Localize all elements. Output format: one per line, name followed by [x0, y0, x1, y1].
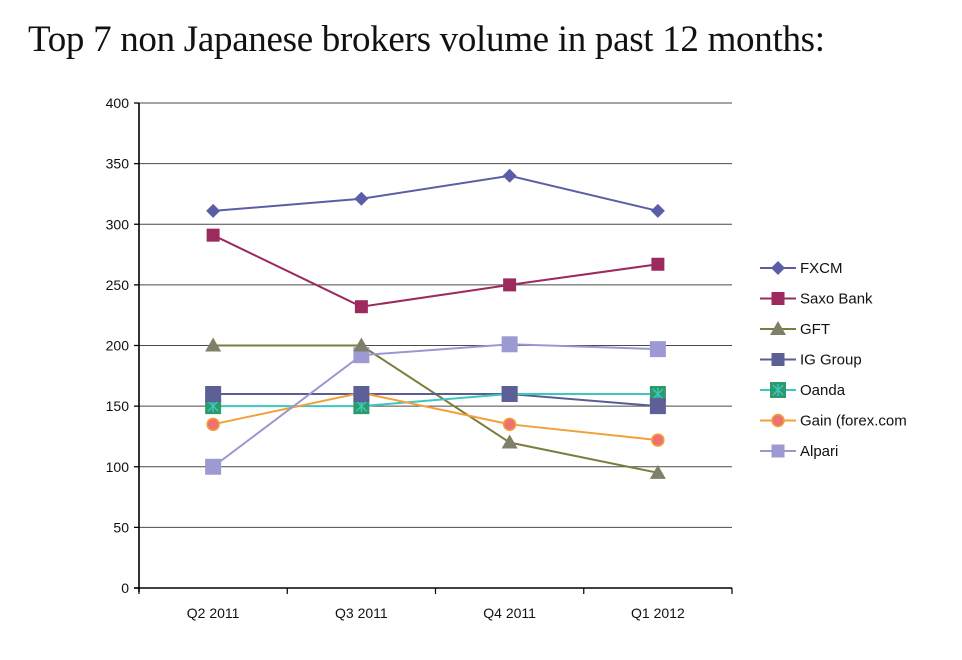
legend-marker — [770, 321, 786, 335]
data-point — [502, 417, 517, 432]
y-tick-label: 300 — [106, 216, 130, 232]
x-axis-ticks: Q2 2011 Q3 2011 Q4 2011 Q1 2012 — [138, 588, 733, 621]
legend-label: IG Group — [800, 352, 862, 369]
data-point — [205, 398, 222, 415]
data-point — [353, 398, 370, 415]
legend-item: Oanda — [760, 382, 846, 399]
y-axis-ticks: 0 50 100 150 200 250 300 350 400 — [106, 95, 139, 596]
y-tick-label: 350 — [106, 156, 130, 172]
data-point — [651, 433, 665, 447]
legend-item: FXCM — [760, 260, 843, 277]
legend-label: Saxo Bank — [800, 291, 873, 308]
data-point — [649, 398, 666, 415]
data-point — [205, 386, 222, 402]
series-line-3 — [213, 393, 658, 408]
y-tick-label: 150 — [106, 398, 130, 414]
series-lines — [212, 174, 659, 474]
axes — [134, 103, 732, 592]
series-line-4 — [213, 393, 658, 408]
data-point — [501, 434, 518, 449]
legend-marker — [771, 261, 785, 275]
legend-item: Gain (forex.com — [760, 413, 907, 430]
y-tick-label: 250 — [106, 277, 130, 293]
y-tick-label: 100 — [106, 459, 130, 475]
legend-label: Gain (forex.com — [800, 413, 907, 430]
legend-marker — [771, 353, 785, 366]
legend-marker — [771, 292, 785, 305]
chart-title: Top 7 non Japanese brokers volume in pas… — [28, 19, 825, 60]
y-tick-label: 50 — [113, 519, 129, 535]
data-point — [353, 337, 370, 352]
legend-marker — [771, 413, 785, 428]
legend-label: Oanda — [800, 382, 846, 399]
data-point — [649, 386, 666, 402]
x-tick-label: Q4 2011 — [483, 605, 536, 621]
series-markers — [205, 168, 666, 479]
series-line-0 — [213, 174, 659, 212]
legend: FXCM Saxo Bank GFT IG Group Oanda Gain (forex… — [760, 260, 907, 460]
series-line-6 — [212, 343, 658, 468]
y-tick-label: 400 — [106, 95, 130, 111]
data-point — [649, 341, 666, 358]
data-point — [502, 168, 517, 183]
legend-item: Saxo Bank — [760, 291, 873, 308]
data-point — [206, 417, 220, 432]
legend-marker — [770, 382, 786, 398]
data-point — [651, 257, 665, 271]
data-point — [354, 191, 369, 206]
x-tick-label: Q2 2011 — [187, 605, 240, 621]
y-tick-label: 0 — [121, 580, 129, 596]
y-tick-label: 200 — [106, 338, 130, 354]
legend-label: Alpari — [800, 443, 838, 460]
data-point — [503, 278, 517, 292]
data-point — [501, 336, 518, 353]
legend-marker — [771, 444, 785, 458]
x-tick-label: Q1 2012 — [631, 605, 685, 621]
data-point — [205, 337, 222, 352]
legend-label: FXCM — [800, 260, 843, 277]
series-line-5 — [212, 391, 658, 442]
data-point — [650, 203, 665, 218]
data-point — [353, 386, 370, 402]
data-point — [354, 300, 368, 314]
gridlines — [139, 102, 732, 528]
legend-item: Alpari — [760, 443, 838, 460]
legend-item: IG Group — [760, 352, 862, 369]
data-point — [205, 458, 222, 475]
legend-item: GFT — [760, 321, 830, 338]
x-tick-label: Q3 2011 — [335, 605, 388, 621]
data-point — [206, 203, 221, 218]
data-point — [649, 464, 666, 479]
data-point — [206, 228, 220, 242]
data-point — [501, 386, 518, 402]
legend-label: GFT — [800, 321, 830, 338]
series-line-1 — [212, 234, 659, 308]
